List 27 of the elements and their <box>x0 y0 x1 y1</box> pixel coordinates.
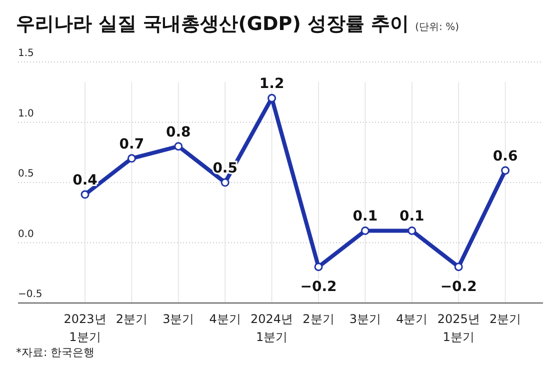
y-tick-label: 1.5 <box>18 48 34 59</box>
data-label: 1.2 <box>259 76 284 92</box>
data-label: 0.8 <box>166 124 191 140</box>
y-tick-label: 1.0 <box>18 108 34 120</box>
x-tick-label: 2025년 1분기 <box>437 312 480 344</box>
x-tick-label: 2분기 <box>116 312 148 326</box>
data-label: 0.4 <box>72 172 98 189</box>
data-label: 0.1 <box>352 208 378 225</box>
y-tick-label: −0.5 <box>18 289 42 300</box>
text: *자료: 한국은행 <box>16 346 95 359</box>
x-tick-label: 2023년 1분기 <box>64 312 106 344</box>
data-label: −0.2 <box>300 278 337 295</box>
y-tick-label: 0.0 <box>18 228 34 240</box>
x-tick-label: 2024년 1분기 <box>250 312 294 344</box>
x-tick-label: 3분기 <box>162 312 194 326</box>
y-tick-label: 0.5 <box>18 168 34 180</box>
chart-subtitle: (단위: %) <box>415 22 460 33</box>
x-tick-label: 2분기 <box>302 312 334 326</box>
data-label: 0.6 <box>492 148 518 164</box>
data-label: −0.2 <box>440 278 477 295</box>
data-label: 0.1 <box>399 208 424 225</box>
data-label: 0.7 <box>119 136 144 152</box>
x-tick-label: 3분기 <box>349 312 382 326</box>
chart-title: 우리나라 실질 국내총생산(GDP) 성장률 추이 <box>16 13 410 35</box>
x-tick-label: 4분기 <box>396 312 428 326</box>
x-tick-label: 2분기 <box>489 312 522 326</box>
x-tick-label: 4분기 <box>209 312 241 326</box>
